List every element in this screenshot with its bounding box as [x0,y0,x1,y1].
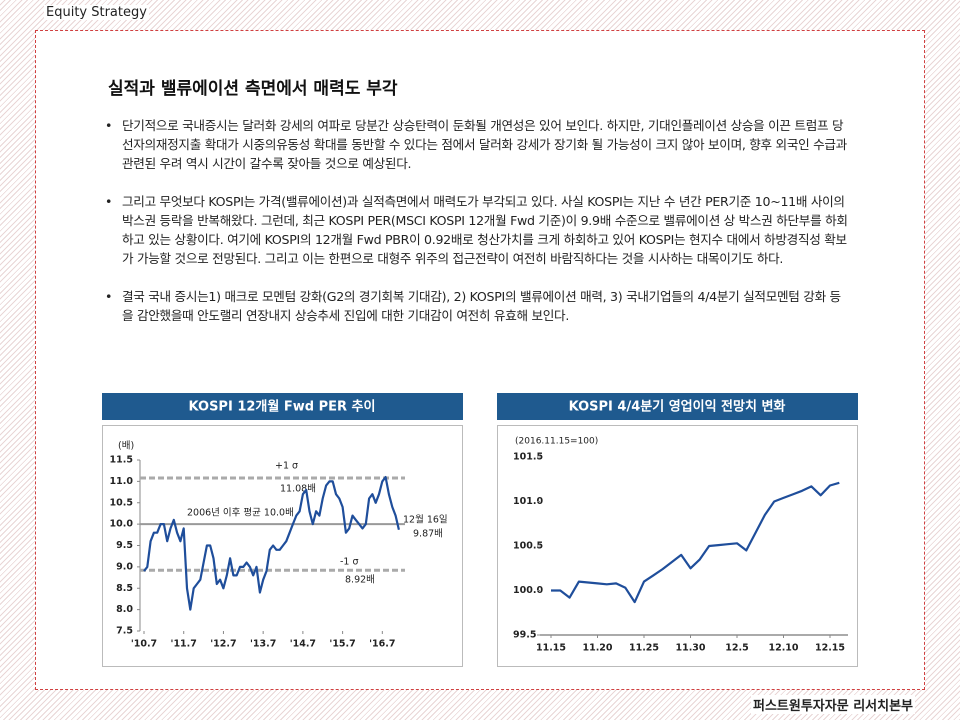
y-tick-label: 11.0 [110,476,134,487]
title: 실적과 밸류에이션 측면에서 매력도 부각 [108,79,398,99]
x-tick-label: 11.20 [582,643,612,654]
x-tick-label: '11.7 [171,639,197,650]
reference-label: -1 σ [340,557,359,568]
data-line [551,481,840,604]
reference-value-label: 11.08배 [280,484,316,495]
y-tick-label: 11.5 [110,455,133,466]
y-tick-label: 10.0 [110,519,134,530]
x-tick-label: '12.7 [210,639,236,650]
footer: 퍼스트원투자자문 리서치본부 [750,695,915,714]
chart-frame [497,425,858,667]
reference-label: +1 σ [275,461,298,472]
bullet-list: 단기적으로 국내증시는 달러화 강세의 여파로 당분간 상승탄력이 둔화될 개연… [105,116,850,344]
data-line [143,476,400,611]
x-tick-label: '13.7 [250,639,276,650]
chart-subtitle: (2016.11.15=100) [515,437,598,447]
bullet: 그리고 무엇보다 KOSPI는 가격(밸류에이션)과 실적측면에서 매력도가 부… [105,192,850,268]
y-tick-label: 101.0 [513,496,543,507]
x-tick-label: 12.5 [725,643,748,654]
x-tick-label: 11.25 [629,643,659,654]
y-tick-label: 10.5 [110,497,133,508]
chart-header [497,393,858,420]
chart-title: KOSPI 12개월 Fwd PER 추이 [189,399,376,415]
chart-title: KOSPI 4/4분기 영업이익 전망치 변화 [569,399,786,415]
y-tick-label: 100.0 [513,585,543,596]
y-tick-label: 9.5 [116,540,133,551]
header: Equity Strategy [44,5,149,20]
y-tick-label: 8.0 [116,604,133,615]
y-tick-label: 7.5 [116,626,133,637]
x-tick-label: '14.7 [290,639,316,650]
bullet: 단기적으로 국내증시는 달러화 강세의 여파로 당분간 상승탄력이 둔화될 개연… [105,116,850,173]
annotation: 9.87배 [413,529,443,540]
y-tick-label: 9.0 [116,561,133,572]
x-tick-label: 12.10 [768,643,798,654]
chart-header [102,393,463,420]
annotation: 12월 16일 [403,514,448,526]
x-tick-label: 11.15 [536,643,566,654]
x-tick-label: 12.15 [815,643,845,654]
x-tick-label: 11.30 [675,643,705,654]
y-tick-label: 101.5 [513,452,543,463]
x-tick-label: '15.7 [329,639,355,650]
bullet: 결국 국내 증시는1) 매크로 모멘텀 강화(G2의 경기회복 기대감), 2)… [105,287,850,325]
reference-value-label: 8.92배 [345,575,375,586]
x-tick-label: '16.7 [369,639,395,650]
reference-label: 2006년 이후 평균 10.0배 [187,508,294,519]
y-tick-label: 100.5 [513,541,543,552]
y-tick-label: 8.5 [116,583,133,594]
y-tick-label: 99.5 [513,630,536,641]
label-bg [185,506,305,520]
y-axis-label: (배) [118,441,134,452]
x-tick-label: '10.7 [131,639,157,650]
